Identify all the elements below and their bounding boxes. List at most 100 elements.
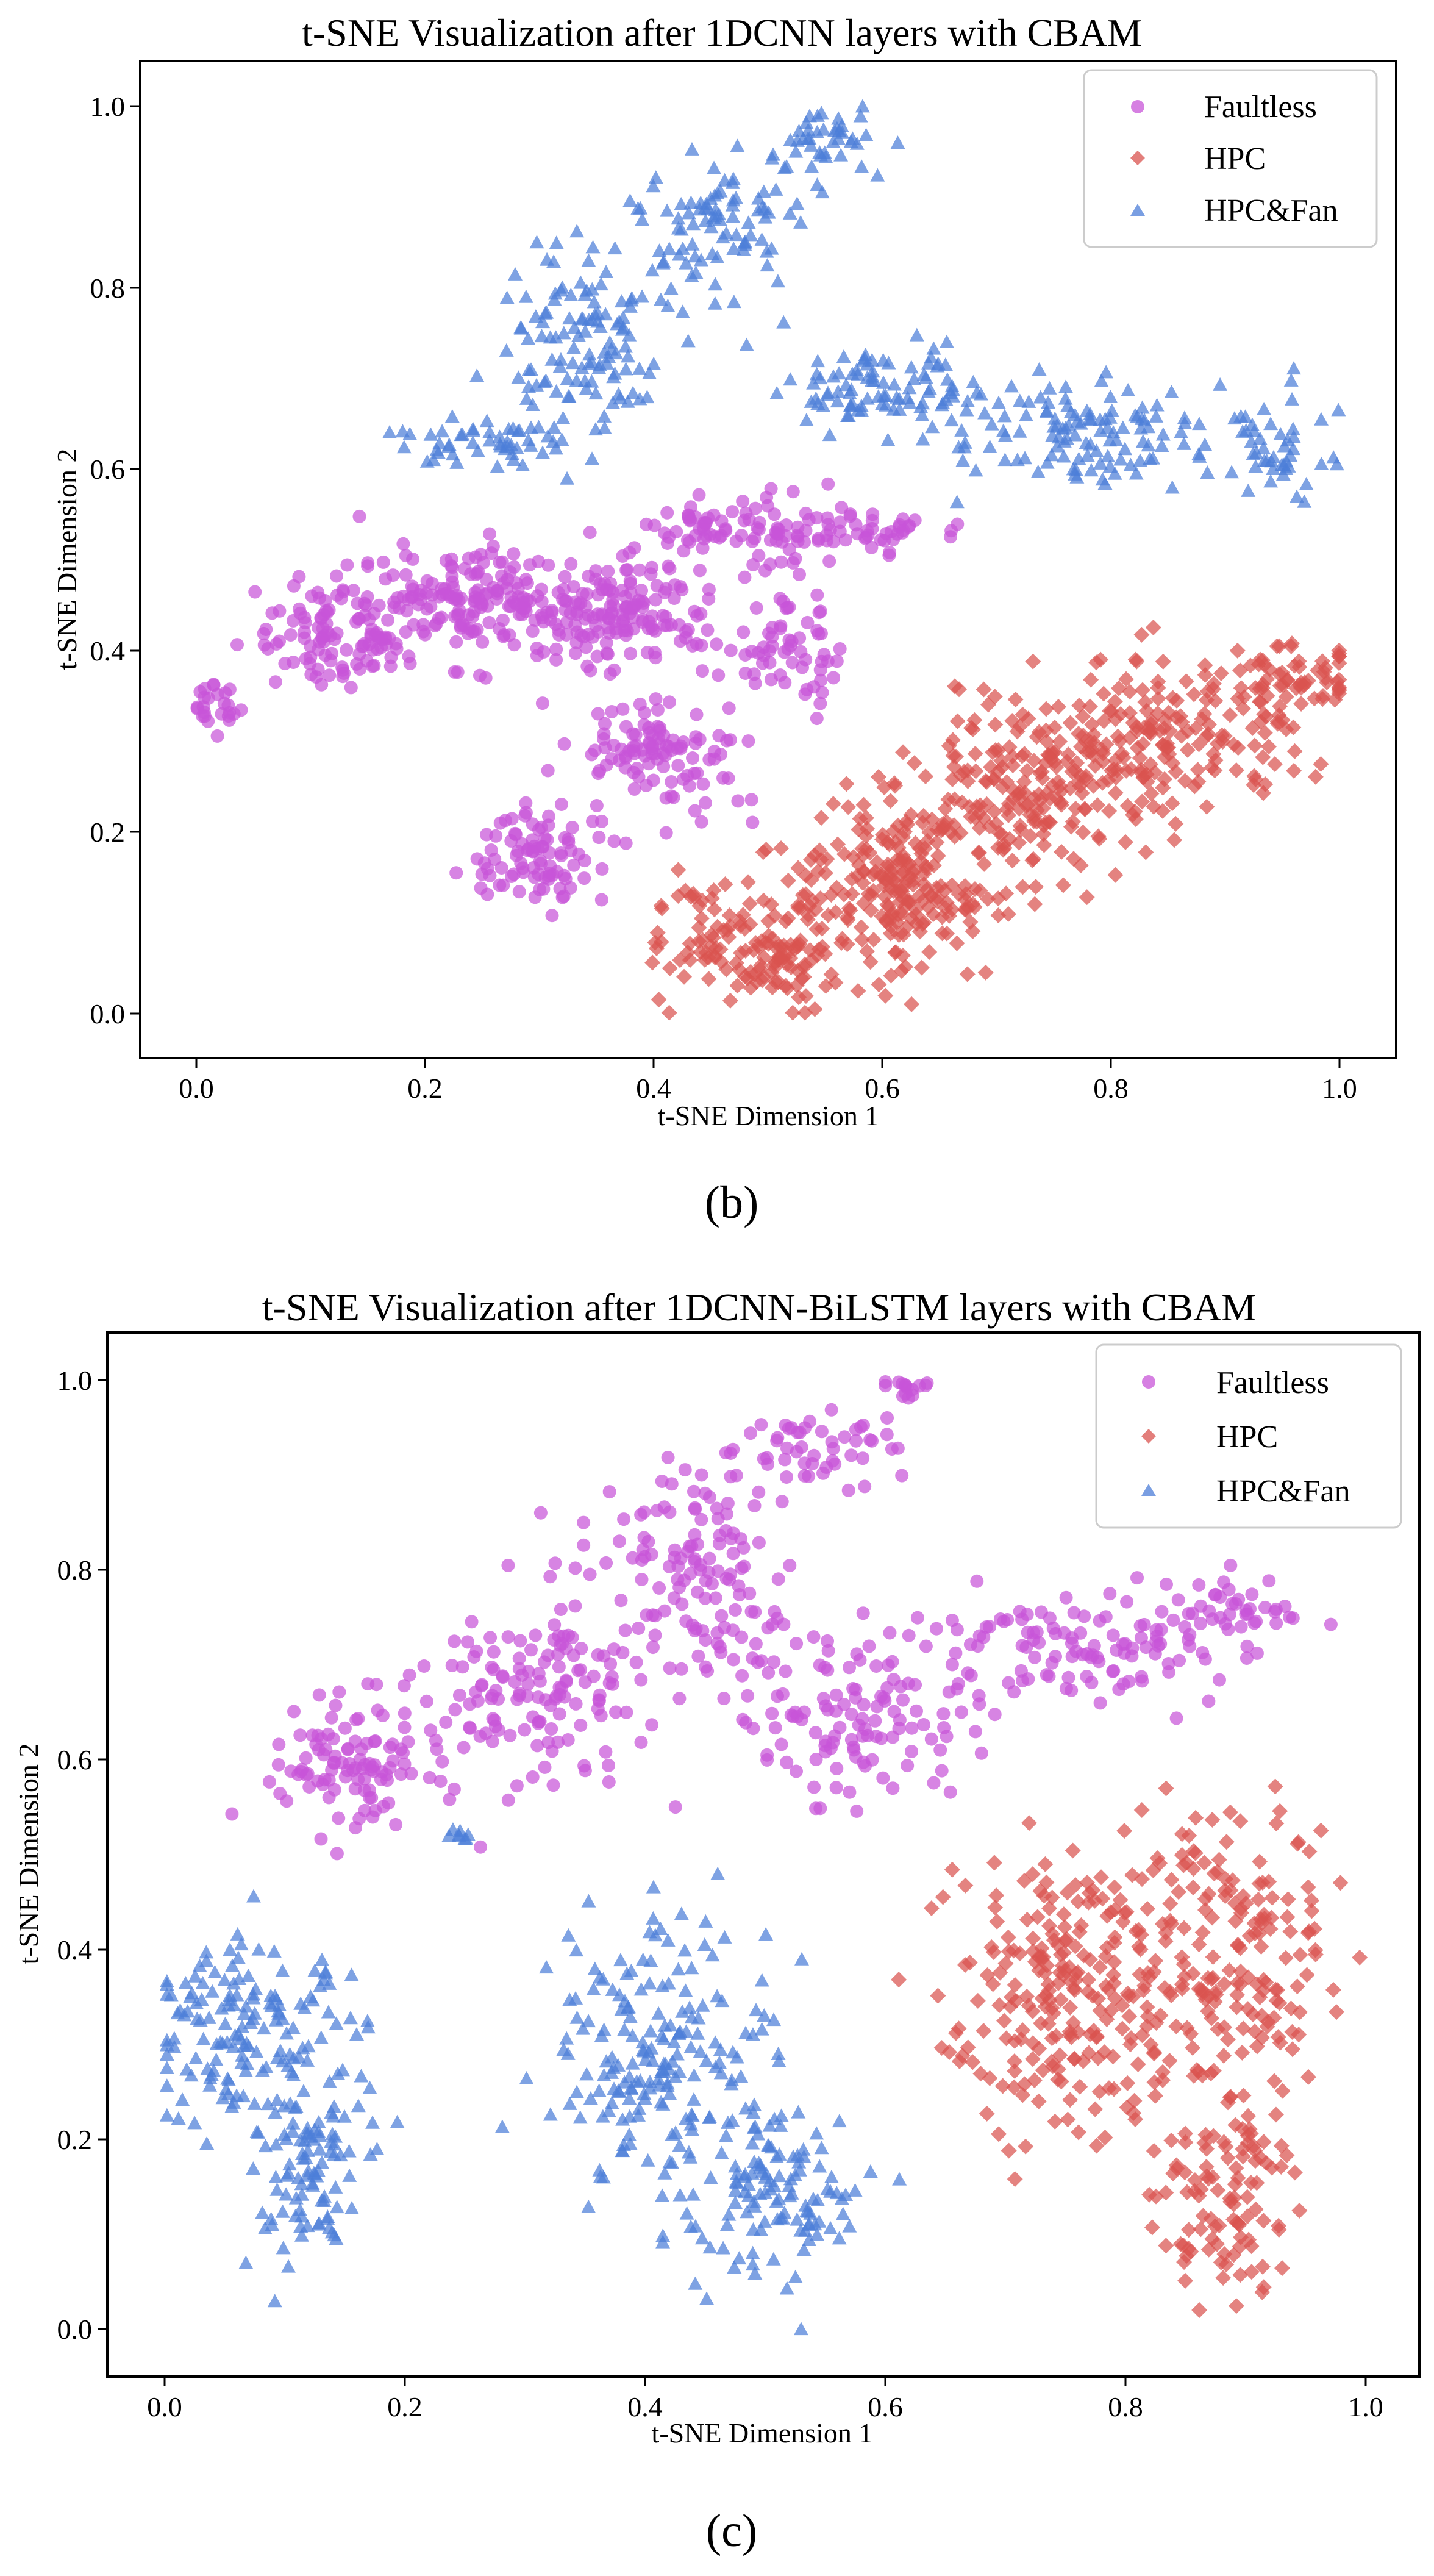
chart-c-point-faultless: [652, 1581, 666, 1595]
chart-c-point-hpc-fan: [705, 1948, 720, 1962]
chart-b-point-faultless: [585, 748, 599, 762]
chart-c-point-faultless: [474, 1679, 488, 1693]
chart-c-point-faultless: [591, 1648, 605, 1662]
chart-c-point-faultless: [1093, 1614, 1107, 1628]
chart-c-point-hpc-fan: [351, 2098, 366, 2113]
chart-c-point-hpc-fan: [661, 1976, 676, 1990]
chart-c-point-hpc: [1271, 2222, 1287, 2238]
chart-c-point-faultless: [314, 1832, 328, 1846]
chart-b-point-hpc: [1082, 698, 1098, 715]
chart-b-point-hpc-fan: [608, 346, 624, 360]
chart-c-point-hpc: [1280, 1891, 1296, 1908]
chart-c-point-hpc-fan: [719, 2217, 735, 2231]
chart-c-point-hpc-fan: [622, 2009, 638, 2023]
chart-c-point-hpc: [1050, 2061, 1066, 2078]
chart-b-point-faultless: [597, 727, 611, 741]
chart-c-point-hpc: [1068, 1972, 1084, 1988]
chart-c-point-hpc: [1193, 1981, 1210, 1998]
chart-c-point-hpc: [1038, 1874, 1055, 1891]
chart-c-point-faultless: [807, 1630, 821, 1644]
chart-c-point-faultless: [1245, 1587, 1259, 1601]
chart-c-point-faultless: [712, 1537, 726, 1551]
chart-c-point-hpc: [996, 2012, 1013, 2029]
chart-c-point-hpc: [1007, 2063, 1023, 2080]
chart-b-point-hpc-fan: [635, 212, 650, 226]
chart-c-point-hpc: [1307, 1920, 1323, 1937]
chart-c-point-hpc-fan: [681, 2145, 696, 2159]
chart-b-point-hpc-fan: [799, 115, 814, 129]
chart-b-point-faultless: [786, 485, 800, 499]
chart-b-point-hpc-fan: [1019, 407, 1034, 421]
chart-b-point-hpc-fan: [804, 394, 819, 408]
chart-c-point-hpc-fan: [809, 2126, 824, 2140]
chart-c-point-hpc-fan: [771, 2192, 787, 2206]
chart-b-point-hpc: [1072, 857, 1089, 874]
chart-c-point-hpc-fan: [654, 2095, 669, 2109]
chart-b-point-hpc: [1135, 682, 1151, 698]
chart-c-point-faultless: [365, 1791, 379, 1805]
chart-b-point-hpc-fan: [538, 306, 553, 320]
chart-c-point-hpc-fan: [729, 2174, 744, 2188]
chart-b-point-hpc-fan: [1263, 417, 1279, 431]
chart-c-point-hpc-fan: [275, 1963, 290, 1977]
chart-c-point-hpc: [987, 1899, 1004, 1916]
chart-c-point-hpc-fan: [655, 2228, 671, 2242]
chart-b-point-hpc-fan: [996, 423, 1011, 437]
chart-c-point-faultless: [602, 1758, 615, 1772]
chart-c-point-hpc-fan: [685, 2187, 701, 2201]
chart-b-point-hpc: [741, 895, 758, 912]
chart-c-point-hpc-fan: [625, 2056, 640, 2070]
chart-b-point-hpc: [1085, 778, 1102, 794]
chart-c-point-faultless: [857, 1698, 871, 1712]
chart-c-point-hpc-fan: [318, 1964, 333, 1978]
chart-b-point-hpc: [691, 933, 707, 950]
chart-c-point-hpc: [1125, 2105, 1142, 2121]
chart-c-point-hpc: [1246, 2138, 1262, 2155]
chart-c-point-faultless: [546, 1778, 560, 1792]
chart-c-point-hpc-fan: [263, 2211, 279, 2225]
chart-c-point-faultless: [329, 1698, 343, 1712]
chart-b-point-faultless: [361, 559, 375, 573]
chart-c-point-hpc: [983, 1939, 1000, 1955]
chart-b-point-hpc-fan: [729, 227, 744, 242]
chart-b-point-hpc: [1283, 638, 1299, 654]
chart-c-point-hpc-fan: [635, 1952, 651, 1966]
chart-c-point-hpc-fan: [189, 1995, 204, 2009]
chart-b-point-hpc: [990, 890, 1007, 907]
chart-b-point-hpc: [926, 857, 942, 874]
chart-c-point-hpc: [1119, 2075, 1136, 2091]
chart-c-point-hpc: [1144, 2219, 1160, 2236]
chart-b-point-faultless: [523, 558, 537, 572]
chart-b-point-hpc: [791, 989, 807, 1006]
chart-b-y-tick-label: 0.0: [90, 998, 126, 1029]
chart-c-point-hpc: [957, 1877, 974, 1894]
chart-b-point-faultless: [591, 767, 605, 781]
chart-b-point-hpc: [893, 906, 910, 922]
chart-c-point-hpc: [1234, 2044, 1250, 2061]
chart-b-point-hpc-fan: [1192, 449, 1207, 463]
chart-c-point-faultless: [768, 1721, 782, 1735]
chart-b-point-hpc: [1331, 681, 1347, 697]
chart-b-point-faultless: [562, 835, 576, 850]
chart-c-point-hpc: [1185, 1880, 1201, 1896]
chart-c-point-hpc: [1207, 2218, 1223, 2234]
chart-b-point-faultless: [589, 564, 603, 578]
chart-b-point-faultless: [376, 555, 390, 569]
chart-b-point-hpc: [906, 755, 922, 771]
chart-b-point-hpc: [1236, 689, 1252, 705]
chart-c-point-faultless: [774, 1737, 788, 1751]
chart-b-point-hpc-fan: [585, 240, 601, 254]
chart-b-point-faultless: [381, 613, 395, 627]
chart-c-point-faultless: [905, 1721, 919, 1735]
chart-c-point-hpc-fan: [307, 1963, 323, 1977]
chart-c-point-faultless: [850, 1647, 864, 1661]
chart-c-point-hpc: [1267, 1778, 1283, 1795]
chart-b-point-hpc-fan: [574, 312, 589, 326]
chart-b-point-hpc: [929, 834, 945, 851]
chart-c-point-hpc: [1093, 1869, 1110, 1886]
chart-c-point-hpc-fan: [678, 1983, 693, 1997]
chart-b-point-hpc: [949, 713, 966, 729]
chart-c-point-faultless: [1250, 1646, 1264, 1660]
chart-b-point-hpc-fan: [566, 340, 582, 354]
chart-c-point-hpc: [1196, 1855, 1213, 1871]
